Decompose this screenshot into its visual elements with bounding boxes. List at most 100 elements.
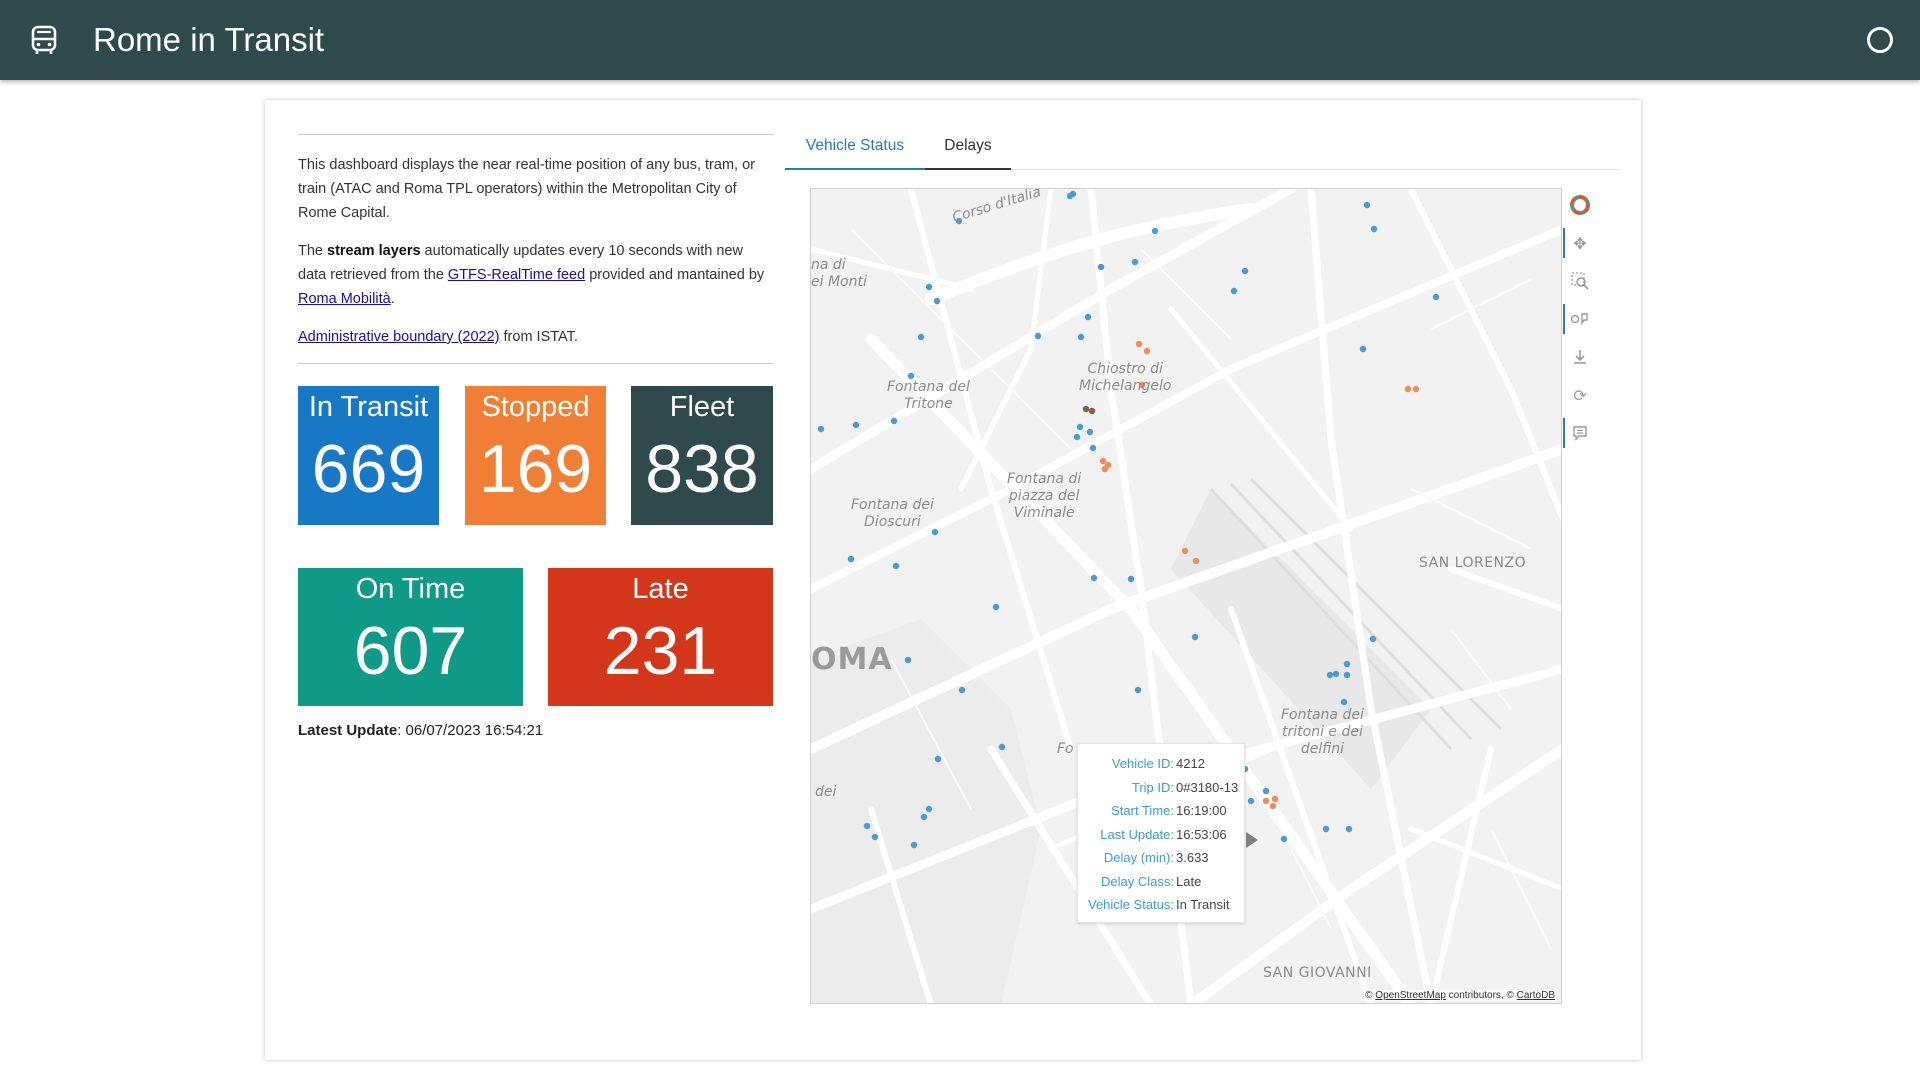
vehicle-marker-in-transit[interactable] [1370,225,1378,233]
vehicle-marker-in-transit[interactable] [1089,444,1097,452]
osm-link[interactable]: OpenStreetMap [1375,990,1446,1001]
vehicle-marker-in-transit[interactable] [1127,575,1135,583]
vehicle-marker-in-transit[interactable] [847,555,855,563]
vehicle-marker-in-transit[interactable] [925,805,933,813]
vehicle-marker-in-transit[interactable] [1191,633,1199,641]
vehicle-marker-in-transit[interactable] [931,528,939,536]
pan-icon[interactable]: ✥ [1563,226,1597,260]
vehicle-marker-in-transit[interactable] [1097,263,1105,271]
boundary-paragraph: Administrative boundary (2022) from ISTA… [298,329,578,345]
tooltip-key: Vehicle ID: [1111,756,1174,771]
hover-icon[interactable] [1563,302,1597,336]
vehicle-marker-in-transit[interactable] [904,656,912,664]
vehicle-marker-in-transit[interactable] [817,425,825,433]
tab-delays[interactable]: Delays [925,124,1011,170]
vehicle-marker-in-transit[interactable] [1247,797,1255,805]
gtfs-link[interactable]: GTFS-RealTime feed [447,267,586,283]
vehicle-marker-in-transit[interactable] [852,421,860,429]
reset-icon[interactable]: ⟳ [1573,385,1587,405]
vehicle-marker-in-transit[interactable] [1432,293,1440,301]
vehicle-marker-in-transit[interactable] [955,217,963,225]
vehicle-marker-in-transit[interactable] [1332,670,1340,678]
vehicle-marker-in-transit[interactable] [1326,671,1334,679]
vehicle-marker-in-transit[interactable] [1073,433,1081,441]
vehicle-marker-in-transit[interactable] [1369,635,1377,643]
vehicle-marker-in-transit[interactable] [1340,698,1348,706]
vehicle-marker-in-transit[interactable] [998,743,1006,751]
vehicle-marker-in-transit[interactable] [917,333,925,341]
map-base [811,189,1561,1003]
vehicle-marker-in-transit[interactable] [871,833,879,841]
roma-mobilita-link[interactable]: Roma Mobilità [298,291,391,307]
vehicle-marker-stopped[interactable] [1192,557,1200,565]
vehicle-marker-in-transit[interactable] [1151,227,1159,235]
vehicle-marker-stopped[interactable] [1143,347,1151,355]
stream-paragraph: The stream layers automatically updates … [298,243,765,307]
vehicle-marker-in-transit[interactable] [1363,201,1371,209]
vehicle-marker-stopped[interactable] [1099,457,1107,465]
comment-icon[interactable] [1563,416,1597,450]
intro-paragraph: This dashboard displays the near real-ti… [298,157,755,221]
vehicle-marker-stopped[interactable] [1262,797,1270,805]
vehicle-marker-in-transit[interactable] [1086,428,1094,436]
vehicle-marker-stopped[interactable] [1271,795,1279,803]
vehicle-marker-stopped[interactable] [1404,385,1412,393]
vehicle-marker-in-transit[interactable] [890,417,898,425]
vehicle-marker-in-transit[interactable] [1077,333,1085,341]
vehicle-marker-in-transit[interactable] [1262,787,1270,795]
vehicle-marker-stopped[interactable] [1181,547,1189,555]
vehicle-marker-in-transit[interactable] [910,841,918,849]
tooltip-value: 16:19:00 [1176,803,1227,818]
map-label-roma: OMA [811,642,893,677]
vehicle-marker-in-transit[interactable] [1084,313,1092,321]
vehicle-marker-in-transit[interactable] [1343,660,1351,668]
vehicle-marker-in-transit[interactable] [1241,267,1249,275]
tooltip-value: Late [1176,873,1202,889]
vehicle-marker-in-transit[interactable] [933,297,941,305]
vehicle-marker-in-transit[interactable] [925,283,933,291]
tile-fleet: Fleet 838 [631,386,773,525]
map-view[interactable]: Corso d'Italia na di ei Monti Fontana de… [810,188,1562,1004]
boundary-link[interactable]: Administrative boundary (2022) [298,329,500,345]
vehicle-marker[interactable] [1088,407,1096,415]
circle-icon[interactable] [1867,27,1893,53]
vehicle-marker-in-transit[interactable] [1322,825,1330,833]
vehicle-marker-in-transit[interactable] [907,372,915,380]
carto-link[interactable]: CartoDB [1516,990,1555,1001]
vehicle-marker-in-transit[interactable] [1066,192,1074,200]
vehicle-marker-in-transit[interactable] [863,822,871,830]
map-label-chiostro: Chiostro di Michelangelo [1079,361,1172,394]
vehicle-marker-in-transit[interactable] [1359,345,1367,353]
logo-icon[interactable] [1563,188,1597,222]
map-label-delfini: Fontana dei tritoni e dei delfini [1281,707,1364,757]
vehicle-marker-in-transit[interactable] [1134,686,1142,694]
tile-in-transit: In Transit 669 [298,386,439,525]
latest-update: Latest Update: 06/07/2023 16:54:21 [298,722,543,739]
vehicle-marker-in-transit[interactable] [1131,258,1139,266]
vehicle-marker-stopped[interactable] [1101,465,1109,473]
vehicle-marker-stopped[interactable] [1412,385,1420,393]
zoom-box-icon[interactable] [1563,264,1597,298]
map-label-dei: dei [815,784,837,800]
tab-vehicle-status[interactable]: Vehicle Status [785,124,925,170]
vehicle-marker-in-transit[interactable] [1076,423,1084,431]
divider [298,134,773,135]
vehicle-marker[interactable] [1082,405,1090,413]
vehicle-marker-in-transit[interactable] [934,755,942,763]
vehicle-marker-stopped[interactable] [1269,802,1277,810]
map-label-dioscuri: Fontana dei Dioscuri [851,497,934,530]
vehicle-marker-in-transit[interactable] [1280,835,1288,843]
vehicle-marker-in-transit[interactable] [992,603,1000,611]
vehicle-marker-in-transit[interactable] [1034,332,1042,340]
vehicle-marker-in-transit[interactable] [892,562,900,570]
tooltip-key: Start Time: [1111,803,1174,818]
vehicle-marker-in-transit[interactable] [920,813,928,821]
vehicle-marker-in-transit[interactable] [1090,574,1098,582]
vehicle-marker-stopped[interactable] [1135,340,1143,348]
vehicle-marker-in-transit[interactable] [1230,287,1238,295]
download-icon[interactable] [1563,340,1597,374]
vehicle-marker-stopped[interactable] [1138,381,1146,389]
vehicle-marker-in-transit[interactable] [1345,825,1353,833]
vehicle-marker-in-transit[interactable] [1343,671,1351,679]
vehicle-marker-in-transit[interactable] [958,686,966,694]
